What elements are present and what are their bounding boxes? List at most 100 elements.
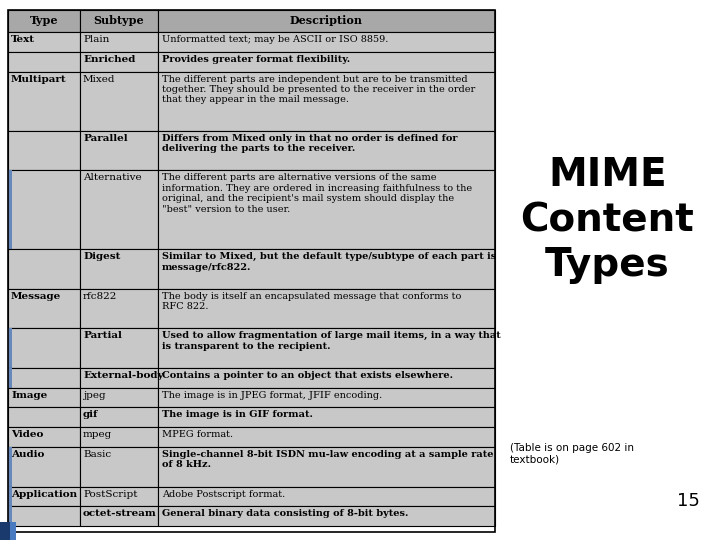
Bar	[80, 427, 158, 447]
Bar	[8, 408, 80, 427]
Bar	[158, 289, 495, 328]
Bar	[80, 249, 158, 289]
Text: mpeg: mpeg	[83, 430, 112, 439]
Bar	[158, 328, 495, 368]
Bar	[158, 408, 495, 427]
Bar	[80, 10, 158, 32]
Text: MPEG format.: MPEG format.	[162, 430, 233, 439]
Bar	[80, 289, 158, 328]
Bar	[158, 507, 495, 526]
Text: octet-stream: octet-stream	[83, 509, 157, 518]
Bar	[158, 71, 495, 131]
Text: Contains a pointer to an object that exists elsewhere.: Contains a pointer to an object that exi…	[162, 371, 453, 380]
Text: Type: Type	[30, 16, 58, 26]
Bar	[158, 10, 495, 32]
Bar	[80, 408, 158, 427]
Text: Application: Application	[11, 490, 77, 498]
Text: The image is in JPEG format, JFIF encoding.: The image is in JPEG format, JFIF encodi…	[162, 391, 382, 400]
Bar	[158, 388, 495, 408]
Text: The different parts are independent but are to be transmitted
together. They sho: The different parts are independent but …	[162, 75, 475, 104]
Bar	[80, 368, 158, 388]
Bar	[8, 289, 80, 328]
Bar	[80, 71, 158, 131]
Text: gif: gif	[83, 410, 99, 420]
Text: MIME
Content
Types: MIME Content Types	[521, 156, 694, 285]
Bar	[8, 170, 12, 249]
Bar	[8, 368, 80, 388]
Text: The image is in GIF format.: The image is in GIF format.	[162, 410, 313, 420]
Text: jpeg: jpeg	[83, 391, 106, 400]
Bar	[158, 131, 495, 170]
Bar	[8, 507, 12, 526]
Bar	[158, 427, 495, 447]
Text: rfc822: rfc822	[83, 292, 117, 301]
Text: Parallel: Parallel	[83, 134, 127, 143]
Bar	[8, 328, 80, 368]
Text: Similar to Mixed, but the default type/subtype of each part is
message/rfc822.: Similar to Mixed, but the default type/s…	[162, 252, 496, 272]
Bar	[80, 131, 158, 170]
Text: Differs from Mixed only in that no order is defined for
delivering the parts to : Differs from Mixed only in that no order…	[162, 134, 457, 153]
Text: Digest: Digest	[83, 252, 120, 261]
Bar	[8, 131, 80, 170]
Text: Mixed: Mixed	[83, 75, 115, 84]
Bar	[158, 52, 495, 71]
Bar	[158, 447, 495, 487]
Text: Provides greater format flexibility.: Provides greater format flexibility.	[162, 55, 350, 64]
Bar	[0, 522, 10, 540]
Bar	[80, 52, 158, 71]
Bar	[80, 32, 158, 52]
Text: Image: Image	[11, 391, 48, 400]
Text: Description: Description	[290, 16, 363, 26]
Bar	[158, 487, 495, 507]
Text: Single-channel 8-bit ISDN mu-law encoding at a sample rate
of 8 kHz.: Single-channel 8-bit ISDN mu-law encodin…	[162, 450, 493, 469]
Bar	[8, 388, 80, 408]
Bar	[158, 32, 495, 52]
Bar	[8, 52, 80, 71]
Bar	[80, 447, 158, 487]
Bar	[8, 71, 80, 131]
Bar	[80, 328, 158, 368]
Bar	[8, 447, 80, 487]
Text: Unformatted text; may be ASCII or ISO 8859.: Unformatted text; may be ASCII or ISO 88…	[162, 35, 388, 44]
Text: External-body: External-body	[83, 371, 163, 380]
Bar	[8, 249, 80, 289]
Bar	[8, 427, 80, 447]
Bar	[8, 487, 80, 507]
Bar	[8, 32, 80, 52]
Bar	[8, 447, 12, 487]
Bar	[158, 368, 495, 388]
Bar	[8, 368, 12, 388]
Text: Subtype: Subtype	[94, 16, 144, 26]
Bar	[8, 487, 12, 507]
Text: Message: Message	[11, 292, 61, 301]
Text: Alternative: Alternative	[83, 173, 142, 183]
Bar	[80, 388, 158, 408]
Text: The different parts are alternative versions of the same
information. They are o: The different parts are alternative vers…	[162, 173, 472, 213]
Bar	[8, 170, 80, 249]
Bar	[158, 170, 495, 249]
Bar	[8, 507, 80, 526]
Text: General binary data consisting of 8-bit bytes.: General binary data consisting of 8-bit …	[162, 509, 408, 518]
Text: The body is itself an encapsulated message that conforms to
RFC 822.: The body is itself an encapsulated messa…	[162, 292, 462, 312]
Text: Multipart: Multipart	[11, 75, 67, 84]
Text: PostScript: PostScript	[83, 490, 138, 498]
Bar	[8, 10, 80, 32]
Text: Enriched: Enriched	[83, 55, 135, 64]
Text: (Table is on page 602 in
textbook): (Table is on page 602 in textbook)	[510, 443, 634, 465]
Bar	[80, 507, 158, 526]
Text: Plain: Plain	[83, 35, 109, 44]
Text: Partial: Partial	[83, 332, 122, 340]
Bar	[10, 522, 16, 540]
Bar	[80, 487, 158, 507]
Text: Video: Video	[11, 430, 43, 439]
Bar	[8, 328, 12, 368]
Text: Adobe Postscript format.: Adobe Postscript format.	[162, 490, 285, 498]
Text: 15: 15	[677, 492, 700, 510]
Bar	[80, 170, 158, 249]
Bar	[8, 10, 495, 532]
Bar	[158, 249, 495, 289]
Text: Basic: Basic	[83, 450, 111, 459]
Text: Audio: Audio	[11, 450, 45, 459]
Text: Text: Text	[11, 35, 35, 44]
Text: Used to allow fragmentation of large mail items, in a way that
is transparent to: Used to allow fragmentation of large mai…	[162, 332, 500, 351]
